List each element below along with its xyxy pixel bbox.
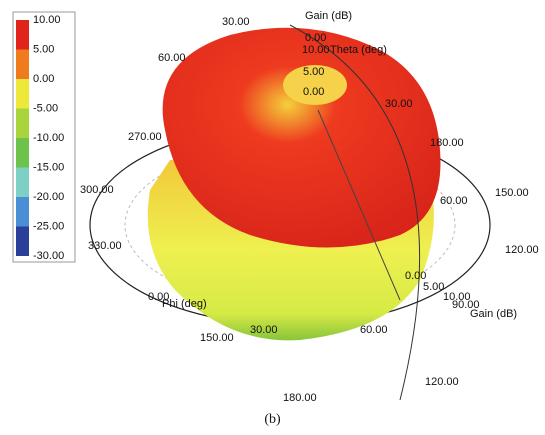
- axis-label: 0.00: [305, 32, 326, 44]
- figure: 10.00 5.00 0.00 -5.00 -10.00 -15.00 -20.00 -25.…: [0, 0, 545, 435]
- colorbar-segment: [16, 138, 29, 168]
- axis-label: 180.00: [283, 392, 317, 404]
- axis-label: 60.00: [440, 195, 468, 207]
- axis-label: Phi (deg): [162, 298, 207, 310]
- colorbar-segment: [16, 79, 29, 109]
- axis-label: 180.00: [430, 137, 464, 149]
- colorbar-segment: [16, 227, 29, 257]
- axis-label: 330.00: [88, 240, 122, 252]
- colorbar-segment: [16, 50, 29, 80]
- axis-label: Gain (dB): [470, 308, 517, 320]
- colorbar-label: 5.00: [33, 43, 54, 55]
- colorbar-segment: [16, 168, 29, 198]
- colorbar-label: -20.00: [33, 191, 64, 203]
- axis-label: 300.00: [80, 184, 114, 196]
- axis-label: 270.00: [128, 131, 162, 143]
- colorbar-label: 10.00: [33, 14, 61, 26]
- radiation-pattern: 10.00 5.00 0.00 -5.00 -10.00 -15.00 -20.00 -25.…: [0, 0, 545, 410]
- axis-label: 30.00: [385, 98, 413, 110]
- colorbar-label: -15.00: [33, 161, 64, 173]
- axis-label: Gain (dB): [305, 10, 352, 22]
- colorbar-segment: [16, 20, 29, 50]
- axis-label: 5.00: [303, 66, 324, 78]
- colorbar-label: -5.00: [33, 102, 58, 114]
- axis-label: Theta (deg): [330, 44, 387, 56]
- axis-label: 150.00: [200, 332, 234, 344]
- axis-label: 30.00: [222, 16, 250, 28]
- caption: (b): [0, 412, 545, 428]
- axis-label: 150.00: [495, 187, 529, 199]
- colorbar-segment: [16, 109, 29, 139]
- axis-label: 30.00: [250, 324, 278, 336]
- colorbar-label: -25.00: [33, 220, 64, 232]
- axis-label: 120.00: [425, 376, 459, 388]
- colorbar-label: 0.00: [33, 73, 54, 85]
- axis-label: 5.00: [423, 281, 444, 293]
- axis-label: 10.00: [302, 44, 330, 56]
- axis-label: 60.00: [360, 324, 388, 336]
- axis-label: 120.00: [505, 244, 539, 256]
- colorbar-label: -10.00: [33, 132, 64, 144]
- colorbar-segment: [16, 197, 29, 227]
- axis-label: 0.00: [303, 86, 324, 98]
- axis-label: 60.00: [158, 52, 186, 64]
- colorbar-label: -30.00: [33, 250, 64, 262]
